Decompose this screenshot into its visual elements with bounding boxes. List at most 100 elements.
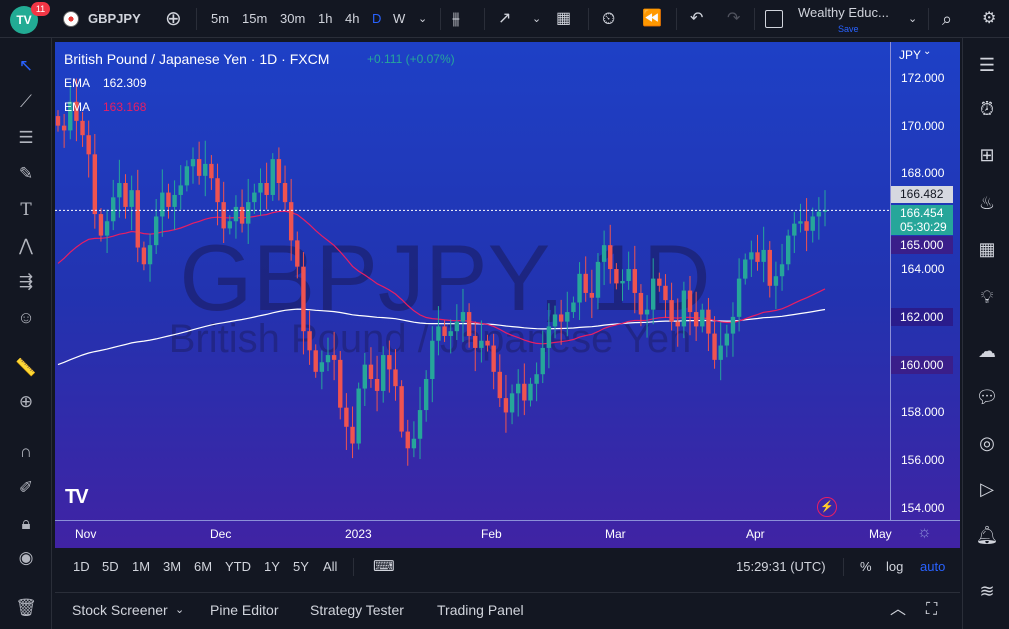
candle-body	[755, 252, 760, 262]
ema1-label[interactable]: EMA	[64, 76, 91, 90]
candle-body	[767, 249, 772, 286]
candle-body	[209, 163, 214, 179]
goto-date-icon[interactable]: ⌨	[373, 558, 395, 575]
layout-save-status[interactable]: Save	[838, 24, 859, 34]
compare-add-symbol-icon[interactable]: ⊕	[165, 8, 182, 30]
auto-toggle[interactable]: auto	[920, 559, 946, 574]
interval-d-active[interactable]: D	[372, 11, 382, 26]
tab-trading-panel[interactable]: Trading Panel	[437, 602, 524, 618]
pattern-tool-icon[interactable]: ⋀	[19, 236, 33, 255]
watchlist-icon[interactable]: ☰	[978, 55, 996, 75]
range-divider	[843, 558, 844, 576]
collapse-panel-chevron-icon[interactable]: ︿	[890, 601, 907, 618]
emoji-icon[interactable]: ☺	[17, 308, 35, 327]
indicators-icon[interactable]: ↗	[498, 10, 512, 27]
interval-4h[interactable]: 4h	[345, 11, 360, 26]
tab-strategy-tester[interactable]: Strategy Tester	[310, 602, 404, 618]
fib-retracement-icon[interactable]: ☰	[18, 128, 34, 147]
pine-wave-icon[interactable]: ≋	[979, 581, 995, 601]
toolbar-divider	[928, 8, 929, 30]
watermark-symbol: GBPJPY, 1D	[179, 225, 710, 330]
live-broadcast-icon[interactable]: ▷	[980, 479, 994, 499]
indicators-dropdown-chevron-icon[interactable]: ⌄	[532, 13, 542, 25]
symbol-search-button[interactable]: GBPJPY	[88, 11, 141, 26]
zoom-in-icon[interactable]: ⊕	[18, 392, 34, 411]
text-tool-icon[interactable]: T	[20, 200, 32, 220]
interval-w[interactable]: W	[393, 11, 406, 26]
maximize-panel-icon[interactable]: ⛶	[926, 601, 938, 618]
interval-1h[interactable]: 1h	[318, 11, 333, 26]
alert-clock-icon[interactable]: ⏲	[602, 9, 616, 28]
forecast-tool-icon[interactable]: ⇶	[18, 272, 34, 291]
range-1y[interactable]: 1Y	[264, 559, 280, 574]
interval-30m[interactable]: 30m	[280, 11, 306, 26]
lock-drawing-icon[interactable]: ✐	[18, 478, 34, 497]
price-chart[interactable]: GBPJPY, 1D British Pound / Japanese Yen	[55, 42, 960, 548]
undo-icon[interactable]: ↶	[690, 10, 704, 27]
trash-icon[interactable]: 🗑︎	[15, 598, 37, 617]
lightning-event-icon[interactable]: ⚡	[817, 497, 837, 517]
candle-body	[792, 223, 797, 236]
trend-line-icon[interactable]: ⟋	[20, 92, 32, 111]
range-all[interactable]: All	[323, 559, 338, 574]
candle-body	[540, 347, 545, 375]
range-5y[interactable]: 5Y	[293, 559, 309, 574]
eye-icon[interactable]: ◉	[18, 548, 34, 567]
candle-body	[307, 331, 312, 351]
range-ytd[interactable]: YTD	[225, 559, 251, 574]
notifications-bell-icon[interactable]: 🔔︎	[975, 525, 999, 545]
candle-body	[190, 159, 196, 167]
chats-cloud-icon[interactable]: ☁	[978, 341, 996, 361]
time-axis[interactable]: Nov Dec 2023 Feb Mar Apr May ☼	[55, 520, 960, 548]
layout-name[interactable]: Wealthy Educ...	[798, 5, 889, 20]
stock-screener-chevron-icon[interactable]: ⌄	[175, 604, 185, 616]
magnet-icon[interactable]: ∩	[19, 442, 33, 461]
candle-body	[368, 364, 374, 379]
utc-clock[interactable]: 15:29:31 (UTC)	[736, 559, 826, 574]
currency-label[interactable]: JPY	[899, 48, 922, 62]
range-5d[interactable]: 5D	[102, 559, 119, 574]
ideas-lightbulb-icon[interactable]: 💡︎	[980, 287, 994, 307]
streams-bulb-icon[interactable]: ◎	[979, 433, 995, 453]
add-list-icon[interactable]: ⊞	[979, 145, 995, 165]
log-toggle[interactable]: log	[886, 559, 904, 574]
range-6m[interactable]: 6M	[194, 559, 213, 574]
percent-toggle[interactable]: %	[860, 559, 872, 574]
tab-stock-screener[interactable]: Stock Screener	[72, 602, 168, 618]
calendar-icon[interactable]: ▦	[978, 239, 996, 259]
price-tick: 154.000	[901, 501, 945, 516]
hotlist-fire-icon[interactable]: ♨	[978, 193, 996, 213]
range-1d[interactable]: 1D	[73, 559, 90, 574]
replay-rewind-icon[interactable]: ⏪	[642, 10, 662, 27]
range-3m[interactable]: 3M	[163, 559, 182, 574]
candle-style-icon[interactable]: ⫵	[452, 9, 460, 28]
range-1m[interactable]: 1M	[132, 559, 151, 574]
lock-icon[interactable]: 🔒︎	[21, 514, 31, 533]
redo-icon[interactable]: ↷	[727, 10, 741, 27]
fullscreen-square-icon[interactable]	[765, 10, 783, 28]
ema2-value: 163.168	[103, 100, 147, 114]
interval-5m[interactable]: 5m	[211, 11, 230, 26]
ema2-label[interactable]: EMA	[64, 100, 91, 114]
candle-body	[516, 383, 521, 394]
chart-pane[interactable]: GBPJPY, 1D British Pound / Japanese Yen …	[55, 42, 960, 548]
candle-body	[810, 216, 815, 231]
cursor-icon[interactable]: ↖	[18, 56, 34, 75]
axis-settings-gear-icon[interactable]: ☼	[917, 524, 932, 541]
currency-dropdown-chevron-icon[interactable]: ⌄	[923, 46, 932, 57]
alerts-clock-icon[interactable]: ⏰︎	[979, 99, 995, 119]
search-icon[interactable]: ⌕	[942, 9, 953, 29]
interval-dropdown-chevron-icon[interactable]: ⌄	[418, 13, 428, 25]
candle-body	[239, 206, 245, 224]
interval-15m[interactable]: 15m	[242, 11, 268, 26]
layout-grid-icon[interactable]: ▦	[556, 10, 572, 27]
price-axis[interactable]: JPY ⌄ 172.000170.000168.000166.000164.00…	[890, 42, 960, 520]
tab-pine-editor[interactable]: Pine Editor	[210, 602, 279, 618]
settings-gear-icon[interactable]: ⚙	[982, 10, 997, 27]
candle-body	[479, 340, 484, 348]
ruler-icon[interactable]: 📏	[15, 358, 37, 377]
layout-dropdown-chevron-icon[interactable]: ⌄	[908, 13, 918, 25]
comments-icon[interactable]: 💬︎	[975, 387, 999, 407]
brush-icon[interactable]: ✎	[18, 164, 34, 183]
chart-title[interactable]: British Pound / Japanese Yen · 1D · FXCM	[64, 51, 330, 67]
